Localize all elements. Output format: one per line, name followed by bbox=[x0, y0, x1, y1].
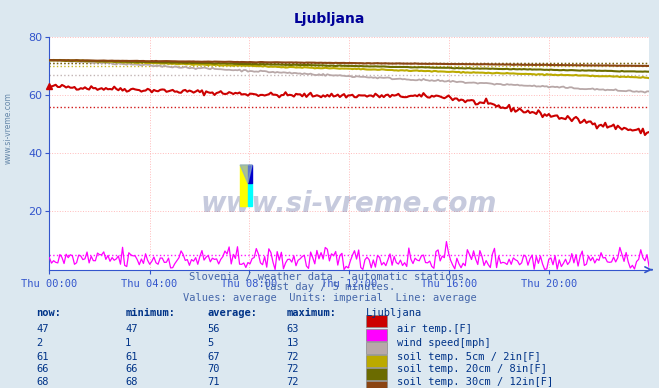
Text: Ljubljana: Ljubljana bbox=[294, 12, 365, 26]
Text: 66: 66 bbox=[36, 364, 49, 374]
Bar bbox=[366, 329, 387, 341]
Text: Ljubljana: Ljubljana bbox=[366, 308, 422, 318]
Bar bbox=[366, 355, 387, 367]
Text: 61: 61 bbox=[125, 352, 138, 362]
Text: 72: 72 bbox=[287, 364, 299, 374]
Polygon shape bbox=[240, 165, 252, 183]
Bar bbox=[366, 381, 387, 388]
Bar bbox=[366, 368, 387, 380]
Text: minimum:: minimum: bbox=[125, 308, 175, 318]
Text: 13: 13 bbox=[287, 338, 299, 348]
Text: 61: 61 bbox=[36, 352, 49, 362]
Bar bbox=[248, 165, 252, 183]
Text: 5: 5 bbox=[208, 338, 214, 348]
Text: 66: 66 bbox=[125, 364, 138, 374]
Text: 72: 72 bbox=[287, 352, 299, 362]
Text: 56: 56 bbox=[208, 324, 220, 334]
Text: wind speed[mph]: wind speed[mph] bbox=[397, 338, 491, 348]
Bar bbox=[366, 315, 387, 327]
Text: Slovenia / weather data - automatic stations.: Slovenia / weather data - automatic stat… bbox=[189, 272, 470, 282]
Text: 67: 67 bbox=[208, 352, 220, 362]
Text: www.si-vreme.com: www.si-vreme.com bbox=[4, 92, 13, 164]
Text: 47: 47 bbox=[125, 324, 138, 334]
Text: Values: average  Units: imperial  Line: average: Values: average Units: imperial Line: av… bbox=[183, 293, 476, 303]
Bar bbox=[248, 183, 252, 206]
Text: soil temp. 30cm / 12in[F]: soil temp. 30cm / 12in[F] bbox=[397, 377, 554, 387]
Text: www.si-vreme.com: www.si-vreme.com bbox=[201, 191, 498, 218]
Text: 72: 72 bbox=[287, 377, 299, 387]
Bar bbox=[240, 165, 248, 206]
Text: air temp.[F]: air temp.[F] bbox=[397, 324, 473, 334]
Text: 63: 63 bbox=[287, 324, 299, 334]
Text: 70: 70 bbox=[208, 364, 220, 374]
Text: 71: 71 bbox=[208, 377, 220, 387]
Text: soil temp. 20cm / 8in[F]: soil temp. 20cm / 8in[F] bbox=[397, 364, 548, 374]
Text: 47: 47 bbox=[36, 324, 49, 334]
Bar bbox=[366, 343, 387, 354]
Text: 68: 68 bbox=[125, 377, 138, 387]
Text: 1: 1 bbox=[125, 338, 131, 348]
Text: 2: 2 bbox=[36, 338, 42, 348]
Text: last day / 5 minutes.: last day / 5 minutes. bbox=[264, 282, 395, 293]
Text: average:: average: bbox=[208, 308, 258, 318]
Text: 68: 68 bbox=[36, 377, 49, 387]
Text: soil temp. 5cm / 2in[F]: soil temp. 5cm / 2in[F] bbox=[397, 352, 541, 362]
Text: now:: now: bbox=[36, 308, 61, 318]
Text: maximum:: maximum: bbox=[287, 308, 337, 318]
